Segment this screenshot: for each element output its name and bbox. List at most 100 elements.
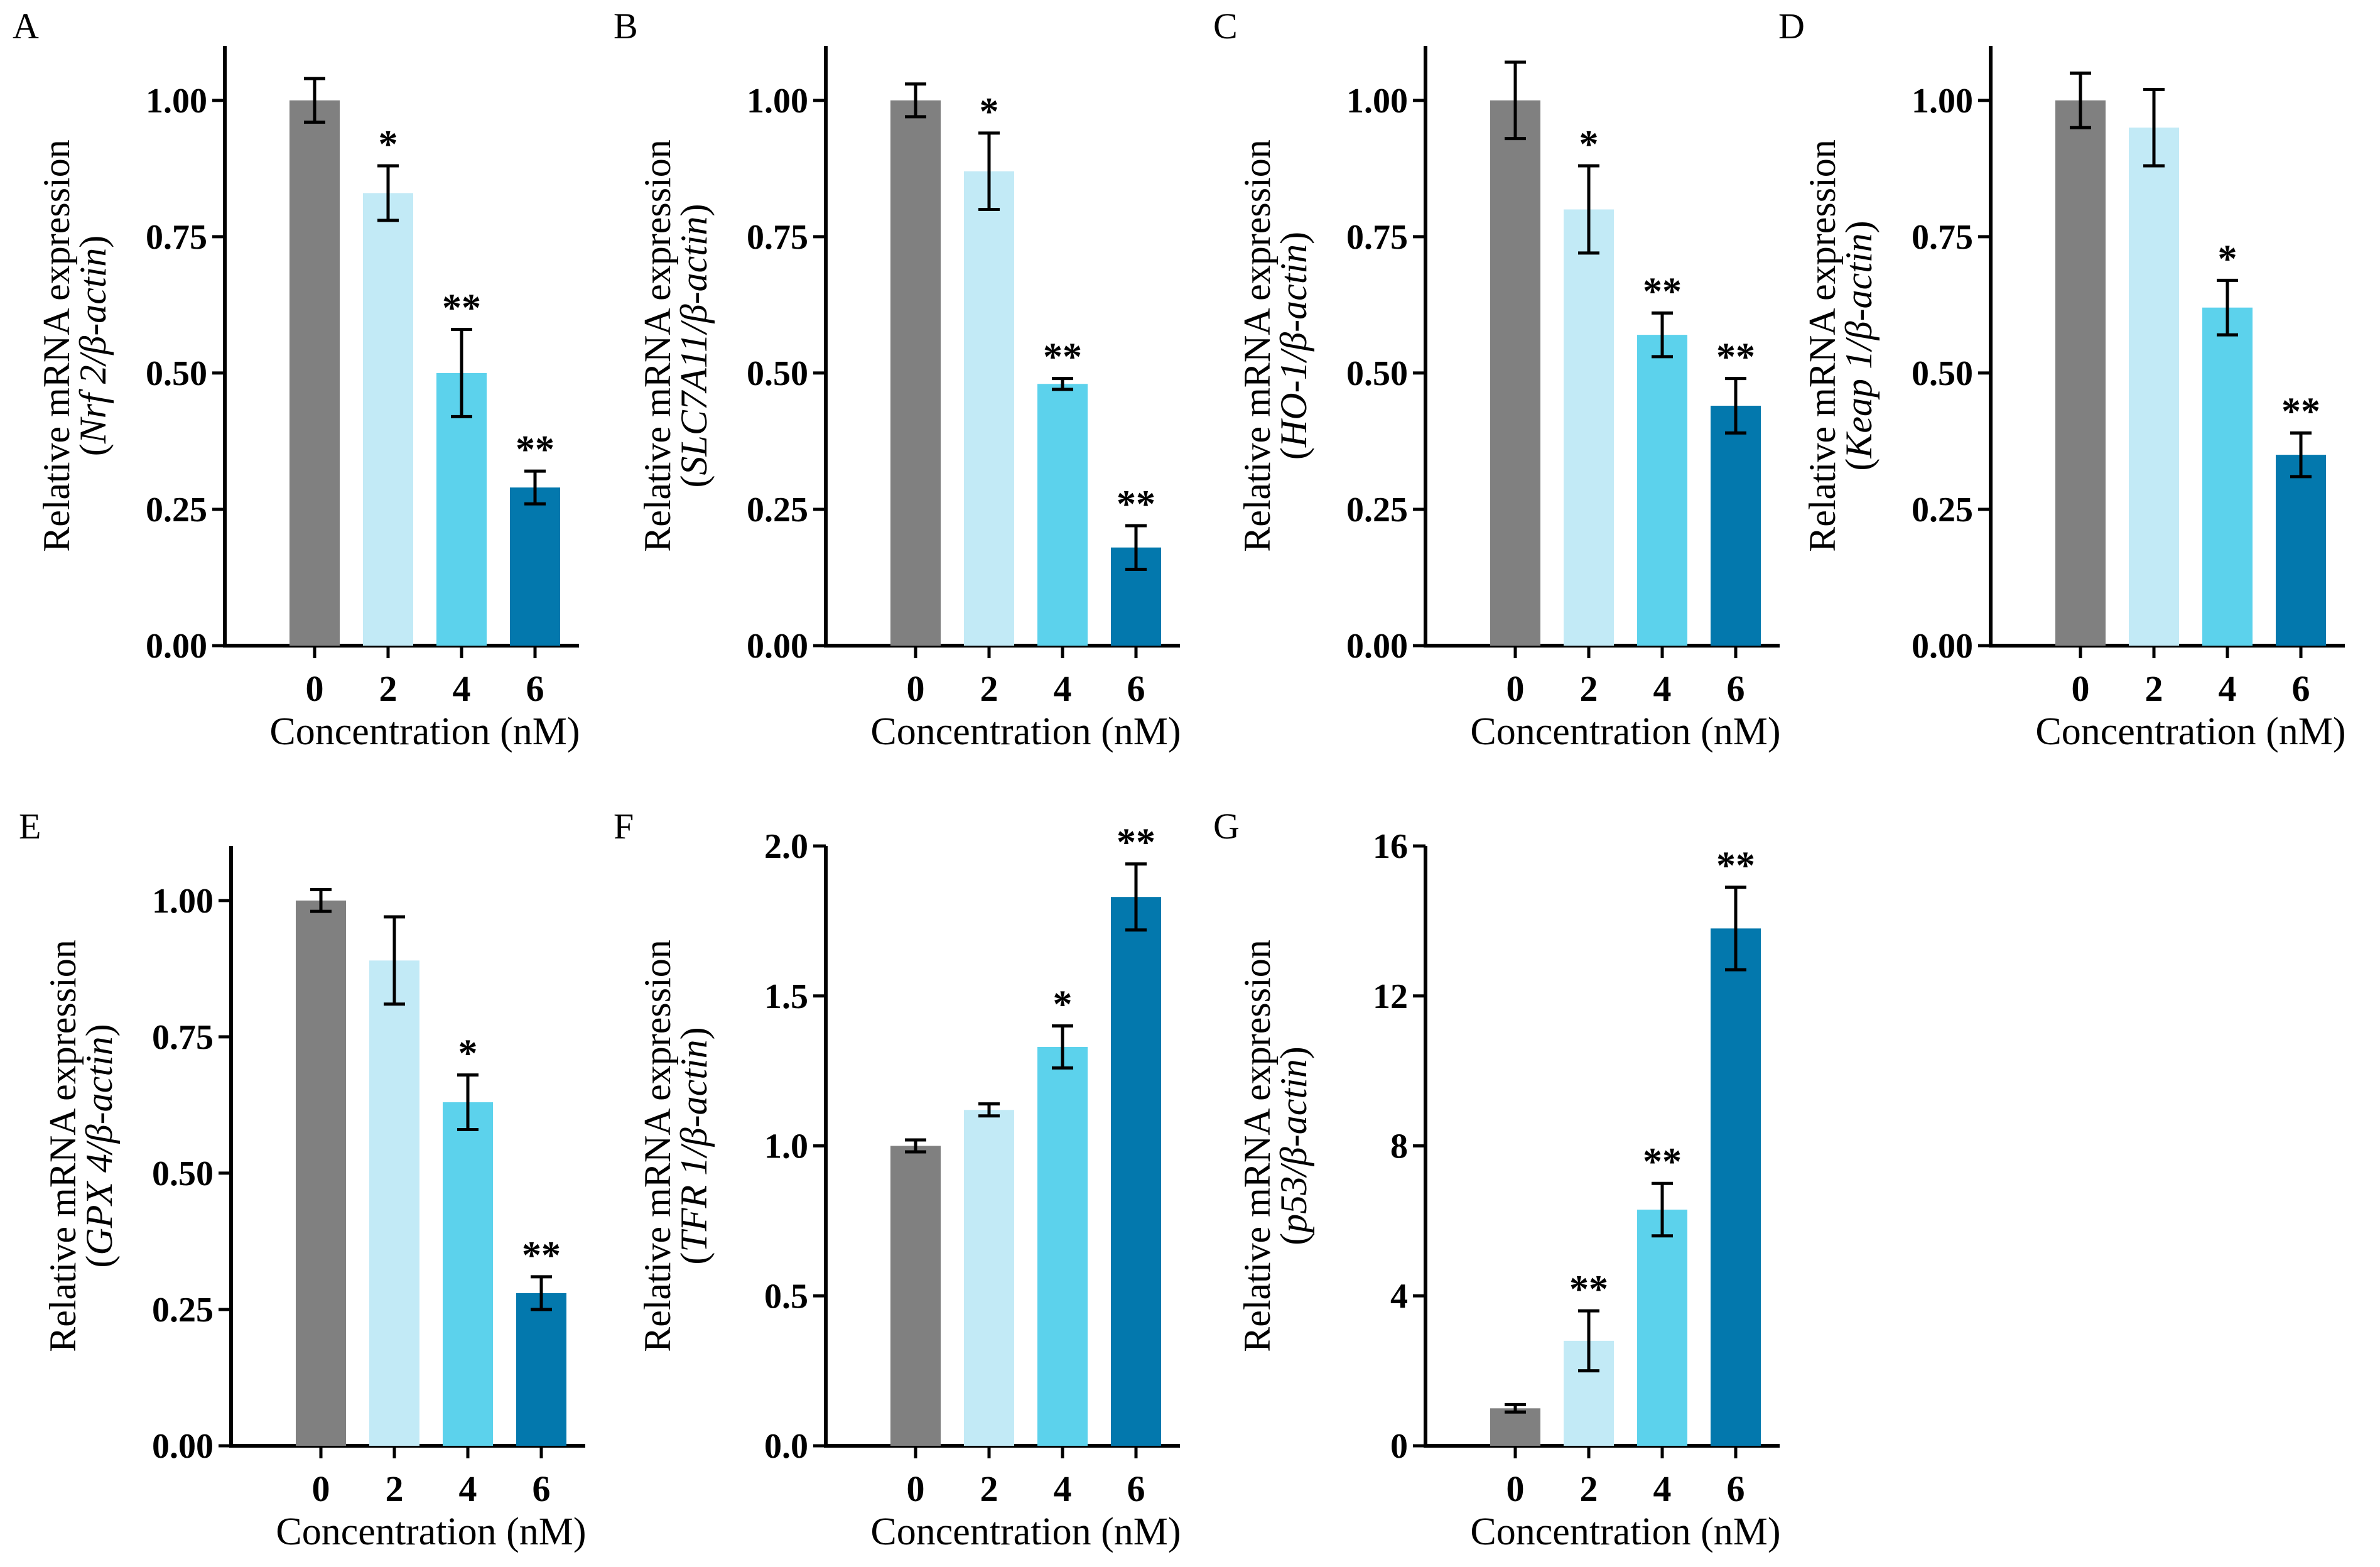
panel-g-bar [1490,1408,1540,1446]
panel-c-letter: C [1213,6,1238,46]
panel-c-y-label-gene-name: HO-1 [1273,361,1314,448]
panel-a-category-label: 0 [306,668,324,709]
panel-c-bar [1637,335,1687,646]
panel-f-ytick-label: 0.0 [764,1427,808,1466]
panel-f-significance: ** [1117,821,1155,864]
panel-g-ytick-label: 8 [1390,1127,1408,1166]
panel-e: E 0.00 0.25 0.50 0.75 1.00 0 2 4 * 6 ** Concentratio… [19,806,587,1553]
panel-a: A 0.00 0.25 0.50 0.75 1.00 0 2 * 4 ** 6 ** Concentrat… [13,6,580,753]
panel-e-ytick-label: 1.00 [152,882,214,921]
panel-a-y-label-paren-close: ) [72,236,114,248]
panel-b-category-label: 0 [907,668,925,709]
panel-e-ytick-label: 0.50 [152,1154,214,1193]
panel-c-significance: * [1579,123,1599,166]
panel-e-ytick-label: 0.00 [152,1427,214,1466]
panel-e-ytick-label: 0.75 [152,1018,214,1057]
panel-g-y-label-gene: (p53/β-actin) [1273,1046,1314,1245]
panel-e-category-label: 2 [386,1468,404,1509]
panel-d-ytick-label: 0.50 [1912,354,1973,393]
panel-f-significance: * [1053,984,1073,1026]
panel-d: D 0.00 0.25 0.50 0.75 1.00 0 2 4 * 6 ** Concentratio… [1778,6,2346,753]
panel-a-y-label-gene-name: Nrf 2 [72,365,114,444]
panel-e-significance: ** [522,1234,561,1277]
panel-a-category-label: 2 [379,668,398,709]
panel-b-y-label-gene: (SLC7A11/β-actin) [673,203,715,487]
panel-g-ytick-label: 16 [1373,827,1408,866]
panel-d-y-label-reference: /β-actin [1838,233,1880,352]
panel-b-ytick-label: 0.75 [747,218,808,257]
panel-d-category-label: 4 [2219,668,2237,709]
panel-c-x-label: Concentration (nM) [1470,710,1780,753]
panel-a-x-label: Concentration (nM) [269,710,580,753]
panel-g-y-label-reference: /β-actin [1273,1059,1314,1178]
panel-d-bar [2055,100,2106,646]
panel-a-ytick-label: 0.50 [146,354,207,393]
panel-f-x-label: Concentration (nM) [870,1510,1181,1553]
panel-g-ytick-label: 12 [1373,977,1408,1016]
panel-c-bar [1490,100,1540,646]
panel-d-y-label-paren-open: ( [1838,458,1880,471]
panel-e-y-label: Relative mRNA expression [42,940,84,1352]
panel-e-bar [296,900,346,1446]
panel-a-significance: * [379,123,398,166]
panel-b-significance: ** [1043,336,1082,379]
panel-f-y-label-gene-name: TFR 1 [673,1157,715,1252]
panel-e-y-label-reference: /β-actin [78,1036,120,1156]
panel-b-ytick-label: 1.00 [747,82,808,121]
panel-f-y-label-gene: (TFR 1/β-actin) [673,1027,715,1264]
panel-g: G 0 4 8 12 16 0 2 ** 4 ** 6 ** Concentration (nM) Rela… [1213,806,1781,1553]
panel-e-bar [369,960,419,1446]
panel-g-y-label-gene-name: p53 [1273,1176,1314,1235]
panel-a-significance: ** [516,428,554,471]
panel-d-x-label: Concentration (nM) [2035,710,2345,753]
panel-d-ytick-label: 0.75 [1912,218,1973,257]
panel-d-y-label-gene: (Keap 1/β-actin) [1838,220,1880,470]
panel-a-y-label-paren-open: ( [72,443,114,456]
panel-d-bar [2129,127,2179,646]
panel-g-category-label: 4 [1653,1468,1672,1509]
panel-c-significance: ** [1716,336,1755,379]
panel-d-bar [2276,455,2326,646]
panel-g-significance: ** [1569,1268,1608,1311]
panel-f: F 0.0 0.5 1.0 1.5 2.0 0 2 4 * 6 ** Concentration (nM… [614,806,1181,1553]
panel-f-ytick-label: 0.5 [764,1277,808,1316]
panel-d-y-label: Relative mRNA expression [1802,139,1843,552]
panel-f-category-label: 2 [980,1468,998,1509]
panel-d-y-label-gene-name: Keap 1 [1838,350,1880,459]
panel-f-category-label: 6 [1127,1468,1145,1509]
panel-b-y-label-reference: /β-actin [673,216,715,335]
panel-b-y-label-paren-close: ) [673,203,715,216]
panel-c-y-label: Relative mRNA expression [1236,139,1278,552]
panel-f-y-label-paren-close: ) [673,1027,715,1039]
panel-f-bar [964,1110,1014,1446]
panel-b-ytick-label: 0.50 [747,354,808,393]
panel-e-category-label: 6 [533,1468,551,1509]
panel-b-y-label-gene-name: SLC7A11 [673,333,715,475]
panel-b-letter: B [614,6,638,46]
panel-b-y-label-paren-open: ( [673,475,715,488]
panel-b-bar [964,171,1014,646]
panel-g-letter: G [1213,806,1240,847]
panel-e-significance: * [458,1033,478,1075]
panel-g-significance: ** [1716,845,1755,887]
panel-c-y-label-reference: /β-actin [1273,244,1314,364]
panel-g-y-label-paren-open: ( [1273,1233,1314,1245]
panel-c-bar [1711,406,1761,646]
panel-b: B 0.00 0.25 0.50 0.75 1.00 0 2 * 4 ** 6 ** Concentrat… [614,6,1181,753]
panel-a-ytick-label: 0.75 [146,218,207,257]
panel-b-category-label: 6 [1127,668,1145,709]
panel-c-significance: ** [1643,270,1682,313]
panel-d-significance: ** [2281,390,2320,433]
panel-a-bar [436,372,487,646]
panel-c-y-label-gene: (HO-1/β-actin) [1273,232,1314,460]
panel-b-ytick-label: 0.00 [747,627,808,666]
panel-c-ytick-label: 0.00 [1346,627,1408,666]
panel-c-bar [1564,209,1614,646]
panel-f-ytick-label: 2.0 [764,827,808,866]
panel-e-category-label: 0 [312,1468,330,1509]
panel-g-category-label: 6 [1727,1468,1745,1509]
panel-a-y-label: Relative mRNA expression [36,139,77,552]
panel-g-category-label: 0 [1506,1468,1525,1509]
panel-f-bar [1111,897,1161,1446]
